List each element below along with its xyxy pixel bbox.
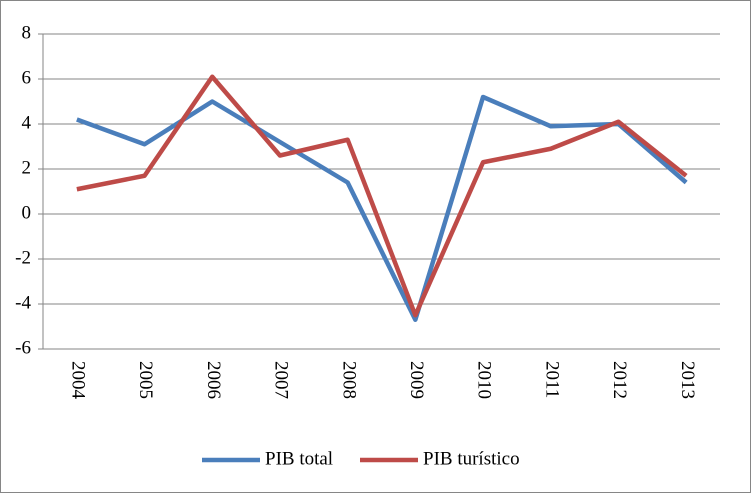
legend-label: PIB turístico [423, 448, 520, 469]
x-tick-label: 2007 [271, 361, 292, 399]
x-tick-label: 2012 [609, 361, 630, 399]
x-tick-label: 2005 [135, 361, 156, 399]
x-tick-label: 2009 [406, 361, 427, 399]
y-tick-label: 8 [22, 22, 32, 43]
x-tick-label: 2010 [474, 361, 495, 399]
y-tick-label: -6 [15, 337, 31, 358]
series-line [76, 74, 688, 318]
x-tick-label: 2004 [67, 361, 88, 400]
x-tick-label: 2006 [203, 361, 224, 399]
y-tick-label: 2 [22, 157, 32, 178]
y-tick-label: 0 [22, 202, 32, 223]
x-tick-label: 2011 [541, 361, 562, 398]
y-tick-label: 4 [22, 112, 32, 133]
x-tick-label: 2008 [338, 361, 359, 399]
legend-label: PIB total [265, 448, 333, 469]
y-tick-label: -2 [15, 247, 31, 268]
x-tick-label: 2013 [677, 361, 698, 399]
y-tick-label: -4 [15, 292, 31, 313]
y-tick-label: 6 [22, 67, 32, 88]
